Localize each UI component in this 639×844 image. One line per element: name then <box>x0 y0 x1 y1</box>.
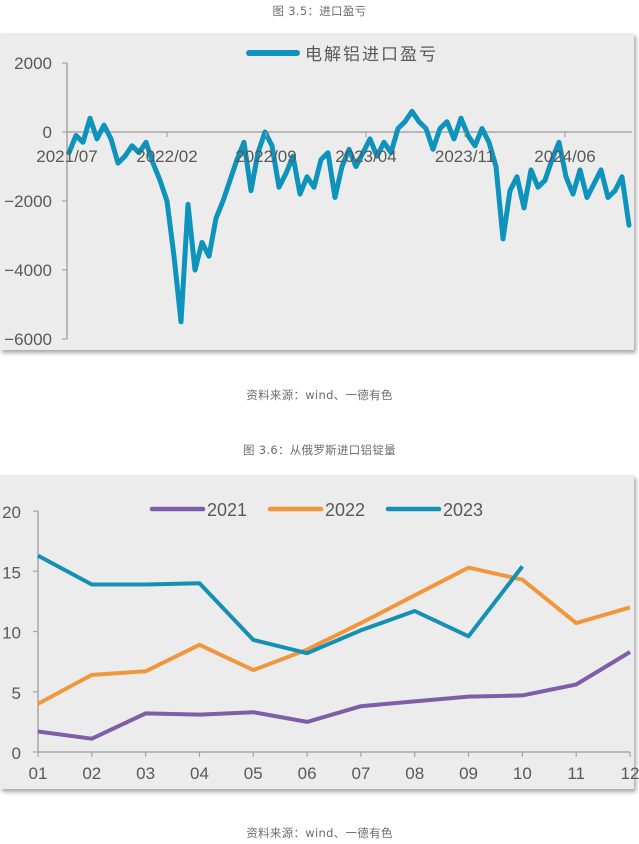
legend: 电解铝进口盈亏 <box>246 45 438 65</box>
y-tick-label: 15 <box>2 563 21 582</box>
russia-aluminum-import-chart: 20 15 10 5 0 01 02 03 04 05 06 07 08 09 10 11 12 2021 2022… <box>2 500 639 783</box>
x-tick-label: 12 <box>621 764 639 783</box>
y-tick-label: 0 <box>43 123 52 142</box>
y-tick-label: 20 <box>2 503 21 522</box>
legend-label: 电解铝进口盈亏 <box>305 45 438 65</box>
y-tick-label: 5 <box>12 684 21 703</box>
figure2-caption: 图 3.6：从俄罗斯进口铝锭量 <box>243 443 396 457</box>
figure1-source: 资料来源：wind、一德有色 <box>246 388 393 402</box>
y-tick-label: 2000 <box>14 54 52 73</box>
x-tick-label: 10 <box>513 764 532 783</box>
chart2-panel: 20 15 10 5 0 01 02 03 04 05 06 07 08 09 10 11 12 2021 2022… <box>0 475 639 789</box>
series-line-2023 <box>37 553 524 656</box>
x-tick-label: 2023/04 <box>335 147 396 166</box>
x-tick-label: 07 <box>351 764 370 783</box>
x-tick-label: 02 <box>82 764 101 783</box>
x-tick-label: 05 <box>244 764 263 783</box>
series-line-import-profit <box>66 108 632 325</box>
x-tick-label: 2022/02 <box>136 147 197 166</box>
chart1-panel: 2000 0 −2000 −4000 −6000 2021/07 2022/02 2022/0… <box>0 33 634 350</box>
figure1-caption: 图 3.5：进口盈亏 <box>272 4 367 18</box>
y-tick-label: 10 <box>2 624 21 643</box>
x-tick-label: 06 <box>298 764 317 783</box>
x-tick-label: 01 <box>29 764 48 783</box>
x-tick-label: 11 <box>567 764 585 783</box>
legend-label-2021: 2021 <box>207 500 247 520</box>
x-tick-label: 04 <box>190 764 209 783</box>
figure2-source: 资料来源：wind、一德有色 <box>246 826 393 840</box>
y-tick-label: −2000 <box>4 192 52 211</box>
x-tick-label: 2024/06 <box>534 147 595 166</box>
x-tick-label: 2021/07 <box>36 147 97 166</box>
x-tick-label: 09 <box>459 764 478 783</box>
legend-label-2023: 2023 <box>443 500 483 520</box>
y-tick-label: 0 <box>12 744 21 763</box>
legend: 2021 2022 2023 <box>149 500 483 520</box>
legend-label-2022: 2022 <box>325 500 365 520</box>
x-tick-label: 2023/11 <box>435 147 495 166</box>
x-tick-label: 2022/09 <box>235 147 296 166</box>
x-tick-label: 08 <box>405 764 424 783</box>
y-tick-label: −6000 <box>4 330 52 349</box>
x-tick-label: 03 <box>136 764 155 783</box>
series-line-2021 <box>37 650 632 741</box>
series-line-2022 <box>37 565 631 706</box>
import-profit-chart: 2000 0 −2000 −4000 −6000 2021/07 2022/02 2022/0… <box>4 45 632 349</box>
y-tick-label: −4000 <box>4 261 52 280</box>
